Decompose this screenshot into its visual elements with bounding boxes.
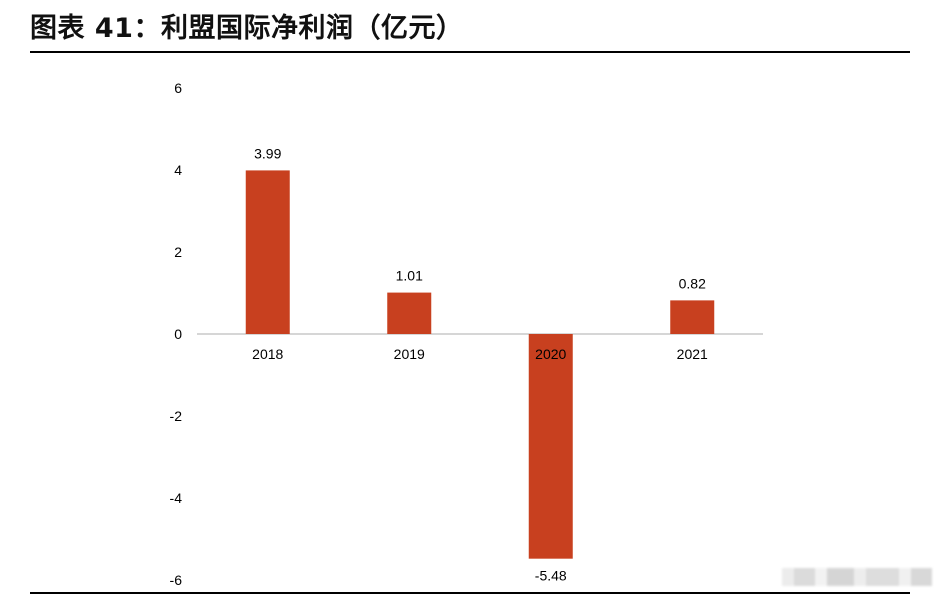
data-labels: 3.99 1.01 -5.48 0.82 <box>254 145 706 583</box>
x-axis: 2018 2019 2020 2021 <box>252 346 708 362</box>
data-label: 3.99 <box>254 145 281 161</box>
x-tick-label: 2019 <box>394 346 425 362</box>
y-tick-label: -2 <box>170 408 183 424</box>
bar-2021 <box>670 300 715 334</box>
bar-2020 <box>528 334 573 559</box>
x-tick-label: 2021 <box>677 346 708 362</box>
bar-2019 <box>387 292 432 334</box>
bottom-divider <box>30 592 910 594</box>
watermark <box>782 568 932 586</box>
data-label: 1.01 <box>396 268 423 284</box>
data-label: -5.48 <box>535 568 567 584</box>
y-tick-label: 2 <box>174 244 182 260</box>
y-axis: 6 4 2 0 -2 -4 -6 <box>170 80 183 588</box>
bars-group <box>245 170 715 559</box>
y-tick-label: 4 <box>174 162 182 178</box>
data-label: 0.82 <box>679 275 706 291</box>
y-tick-label: -6 <box>170 572 183 588</box>
y-tick-label: -4 <box>170 490 183 506</box>
chart-title: 图表 41：利盟国际净利润（亿元） <box>30 13 464 44</box>
y-tick-label: 6 <box>174 80 182 96</box>
x-tick-label: 2018 <box>252 346 283 362</box>
y-tick-label: 0 <box>174 326 182 342</box>
title-divider <box>30 51 910 53</box>
bar-2018 <box>245 170 290 334</box>
x-tick-label: 2020 <box>535 346 566 362</box>
